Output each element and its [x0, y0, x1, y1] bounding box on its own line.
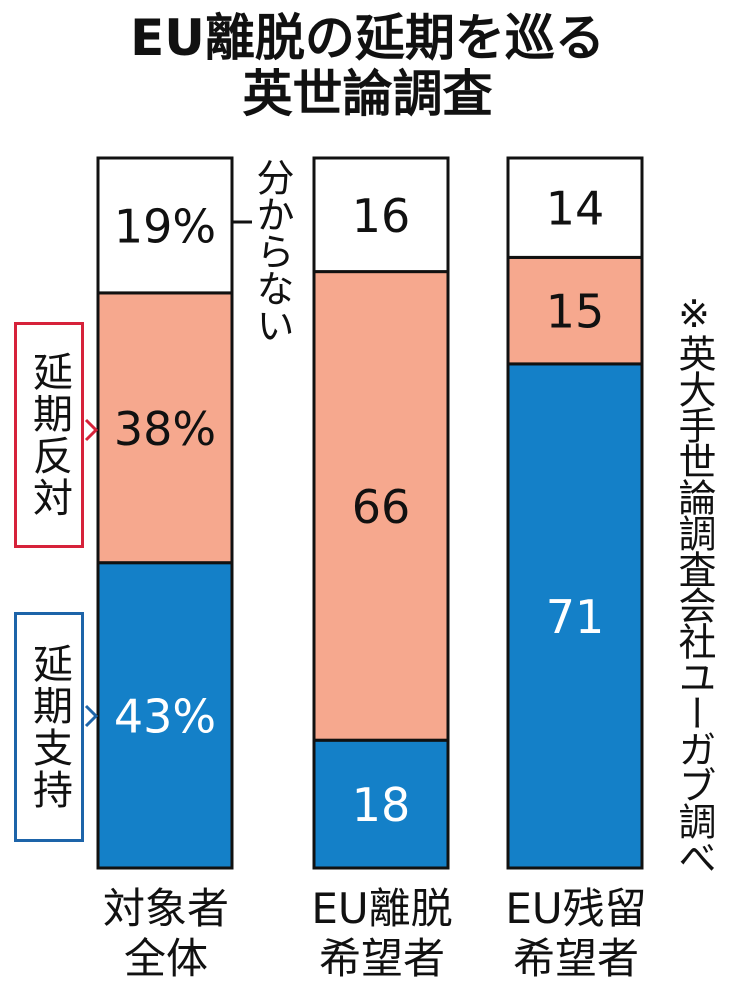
category-label-line: 全体 [123, 934, 208, 983]
bar-segment-unknown-2 [506, 156, 644, 259]
category-label-line: 希望者 [512, 934, 639, 983]
data-label-unknown-0: 19% [114, 199, 216, 253]
bar-segment-against-2 [506, 255, 644, 366]
chart-title-line-2: 英世論調査 [242, 65, 493, 123]
data-label-unknown-2: 14 [546, 182, 605, 236]
legend-support-pointer [84, 704, 99, 728]
data-label-support-1: 18 [352, 778, 411, 832]
data-label-against-2: 15 [546, 285, 605, 339]
data-label-support-0: 43% [114, 689, 216, 743]
bar-segment-unknown-0 [96, 156, 234, 295]
category-label-leave: EU離脱 希望者 [292, 884, 472, 984]
legend-against-box: 延期反対 [14, 322, 84, 548]
data-label-against-0: 38% [114, 402, 216, 456]
category-label-line: 希望者 [318, 934, 445, 983]
bar-segment-against-1 [312, 270, 450, 742]
chart-title-line-1: EU離脱の延期を巡る [130, 9, 605, 67]
category-label-remain: EU残留 希望者 [486, 884, 666, 984]
category-label-line: 対象者 [102, 884, 229, 933]
data-label-against-1: 66 [352, 480, 411, 534]
legend-against-pointer [84, 418, 99, 442]
legend-support-box: 延期支持 [14, 612, 84, 842]
data-label-support-2: 71 [546, 590, 605, 644]
bar-segment-unknown-1 [312, 156, 450, 274]
category-label-line: EU離脱 [311, 884, 453, 933]
category-label-all: 対象者 全体 [76, 884, 256, 984]
bar-segment-support-2 [506, 362, 644, 870]
category-label-line: EU残留 [505, 884, 647, 933]
legend-unknown-label: 分からない [250, 158, 294, 343]
bar-segment-support-0 [96, 561, 234, 870]
source-note: ※英大手世論調査会社ユーガブ調べ [672, 292, 716, 874]
bar-segment-against-0 [96, 291, 234, 565]
data-label-unknown-1: 16 [352, 189, 411, 243]
